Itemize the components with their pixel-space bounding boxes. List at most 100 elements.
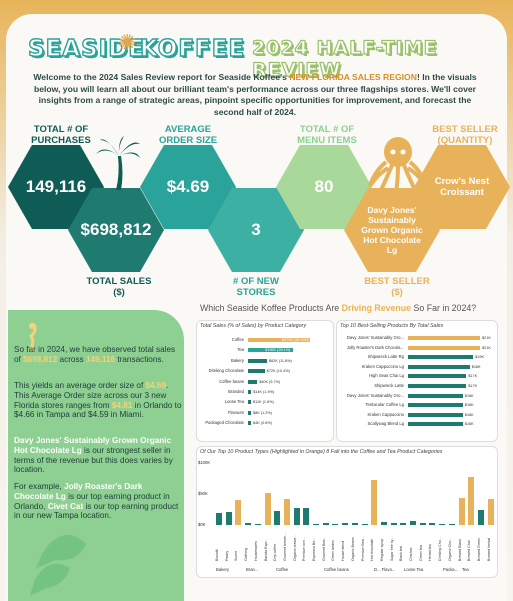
category-bar-value: $40K (5.7%) (259, 379, 281, 384)
top-product-value: $21K (482, 345, 491, 350)
purchases-label: TOTAL # OF PURCHASES (31, 124, 91, 146)
product-group-label: Tea (462, 567, 469, 572)
summary-b3: . This Average Order size across our 3 n… (14, 381, 169, 410)
category-bar (248, 358, 267, 363)
product-type-label: Espresso Be... (312, 537, 316, 561)
summary-d5: is our top earning product in our new Ta… (14, 501, 179, 521)
top-product-label: Jolly Roaster's Dark Chocola... (346, 344, 404, 350)
category-bar-label: Coffee beans (219, 378, 244, 384)
product-type-label: Chai tea (409, 547, 413, 561)
top-product-label: Kraken Cappuccino Lg (361, 363, 404, 369)
product-type-bar (439, 523, 446, 525)
category-bar (248, 369, 265, 374)
best-seller-revenue-value: Davy Jones' Sustainably Grown Organic Ho… (361, 205, 423, 255)
product-group-label: Coffee beans (324, 567, 349, 572)
category-bar (248, 400, 251, 405)
top-product-value: $16K (464, 422, 474, 427)
category-bar (248, 410, 251, 415)
product-type-label: Herbal tea (428, 544, 433, 561)
product-type-bar (313, 523, 319, 525)
summary-c1: Davy Jones' Sustainably Grown Organic Ho… (14, 436, 172, 455)
brand-logo-right: KOFFEE (139, 35, 246, 62)
top-product-label: Davy Jones' Sustainably Gro... (346, 335, 404, 340)
category-bar-value: $4K (0.6%) (253, 421, 272, 426)
product-type-bar (477, 510, 484, 525)
menu-items-label: TOTAL # OF MENU ITEMS (297, 124, 357, 146)
top-product-label: High Seas Chai Lg (369, 373, 404, 379)
summary-panel (8, 310, 184, 601)
top-product-label: Tentacular Coffee Lg (365, 402, 404, 408)
product-type-bar (448, 523, 455, 525)
product-type-label: Brewed herbal (486, 537, 491, 561)
product-group-label: Bran... (246, 567, 259, 572)
product-type-bar (332, 524, 339, 525)
top-product-label: Scallywag Blend Lg (367, 421, 404, 427)
brand-logo-left: SEASIDE (27, 35, 146, 62)
best-seller-qty-hex: Crow's Nest Croissant (414, 145, 510, 229)
product-type-label: Organic Cho... (447, 537, 452, 561)
sales-hex: $698,812 (68, 188, 164, 272)
product-type-label: Housewares (253, 541, 258, 561)
product-type-label: Drinking Cho... (438, 537, 443, 561)
product-type-label: Sugar free sy... (389, 536, 394, 561)
category-bar (248, 390, 252, 394)
summary-a5: transactions. (115, 354, 164, 364)
top-product-value: $16K (464, 412, 474, 417)
product-group-label: Bakery (216, 567, 230, 572)
product-type-label: Organic Beans (350, 537, 355, 561)
product-group-label: Loose Tea (404, 567, 424, 572)
product-type-bar (390, 523, 397, 525)
top-product-bar (408, 345, 480, 350)
summary-b2: $4.69 (145, 381, 167, 390)
category-bar-label: Packaged Chocolate (205, 420, 244, 426)
top-product-value: $21K (482, 336, 491, 340)
top-product-value: $19K (475, 355, 485, 360)
product-type-bar (322, 522, 329, 525)
section-title-a: Which Seaside Koffee Products Are (200, 303, 342, 313)
top-product-value: $17K (468, 384, 478, 388)
crab-icon: ✺ (118, 30, 137, 55)
product-type-label: Clothing (244, 547, 249, 561)
product-type-label: Hot chocolate (370, 539, 375, 561)
summary-d3: is our top earning product in Orlando, (14, 491, 170, 511)
category-bar-label: Tea (237, 347, 244, 353)
product-type-bar (235, 500, 242, 525)
top-product-label: Kraken Cappuccino (367, 411, 404, 417)
summary-a4: 149,116 (85, 354, 116, 364)
product-type-label: Barista Espr... (263, 538, 268, 561)
fish-icon (30, 534, 86, 596)
section-title: Which Seaside Koffee Products Are Drivin… (200, 303, 476, 313)
sales-label: TOTAL SALES ($) (86, 276, 152, 298)
summary-best-seller-text: Davy Jones' Sustainably Grown Organic Ho… (14, 436, 182, 475)
summary-a1: So far in 2024, we have observed total s… (14, 345, 176, 364)
summary-d4: Civet Cat (47, 501, 84, 511)
product-type-label: Regular syrup (379, 538, 384, 561)
top-product-bar (408, 403, 463, 408)
purchases-value: 149,116 (25, 177, 87, 196)
top-product-value: $16K (464, 403, 474, 408)
category-bar-value: $11K (1.6%) (253, 400, 274, 405)
product-type-bar (283, 498, 290, 525)
octopus-icon (368, 137, 428, 193)
top-product-value: $17K (468, 374, 478, 379)
summary-a3: across (57, 354, 86, 364)
intro-text-1: Welcome to the 2024 Sales Review report … (33, 72, 290, 82)
product-type-label: Scone (234, 550, 239, 561)
review-title: 2024 HALF-TIME REVIEW (251, 36, 438, 81)
product-type-bar (429, 522, 436, 525)
category-bar-label: Coffee (231, 337, 244, 342)
category-bar-label: Branded (228, 389, 244, 394)
product-type-label: Gourmet Bea... (321, 536, 326, 561)
product-types-ytick: $0K (198, 522, 206, 527)
order-size-label: AVERAGE ORDER SIZE (158, 124, 218, 146)
product-type-label: Biscotti (215, 549, 219, 561)
product-type-label: Pastry (224, 550, 229, 561)
top-product-value: $16K (464, 393, 474, 398)
top-products-chart-title: Top 10 Best-Selling Products By Total Sa… (340, 323, 444, 329)
category-bar-label: Flavours (227, 409, 244, 415)
product-types-panel (196, 446, 498, 578)
section-title-c: So Far in 2024? (411, 303, 477, 313)
stores-label: # OF NEW STORES (233, 276, 279, 298)
category-chart-title: Total Sales (% of Sales) by Product Cate… (200, 323, 307, 329)
product-type-bar (410, 521, 416, 525)
